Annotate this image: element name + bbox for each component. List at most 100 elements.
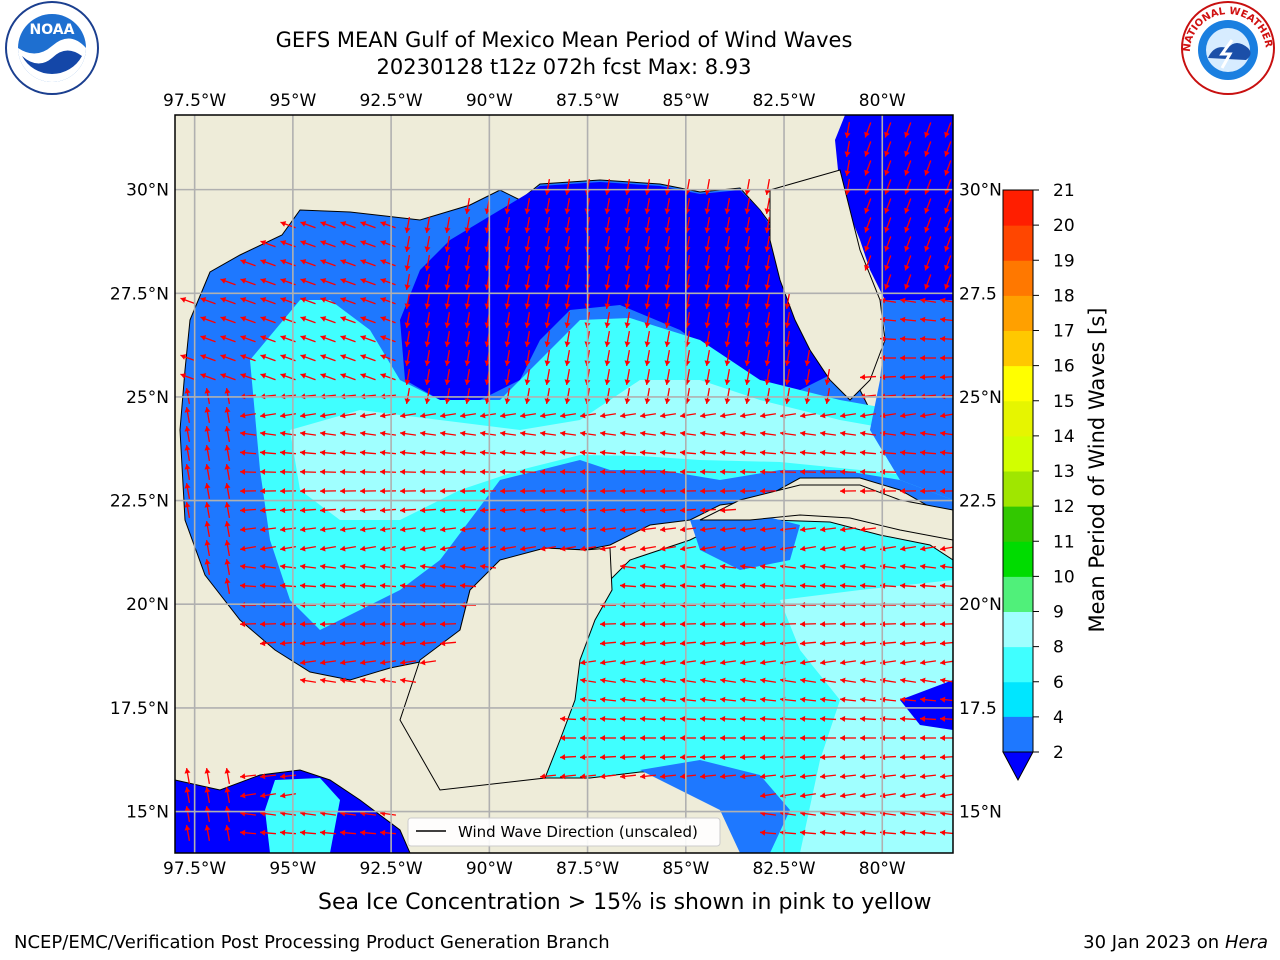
wind-arrow <box>259 640 277 647</box>
wind-arrow <box>704 350 711 366</box>
wind-arrow <box>939 297 953 304</box>
colorbar-segment <box>1003 541 1033 577</box>
wind-arrow <box>224 464 231 480</box>
wind-arrow <box>639 621 657 628</box>
wind-arrow <box>799 449 817 456</box>
wind-arrow <box>744 293 751 309</box>
chart-title-line1: GEFS MEAN Gulf of Mexico Mean Period of … <box>275 28 853 52</box>
wind-arrow <box>559 715 577 722</box>
wind-arrow <box>240 278 256 286</box>
wind-arrow <box>664 179 671 195</box>
colorbar-segment <box>1003 576 1033 612</box>
wind-arrow <box>439 621 457 628</box>
wind-arrow <box>784 350 791 366</box>
wind-arrow <box>639 563 657 570</box>
wind-arrow <box>439 468 457 475</box>
wind-arrow <box>639 715 657 722</box>
wind-arrow <box>939 829 953 836</box>
wind-arrow <box>184 787 191 803</box>
wind-arrow <box>819 754 837 761</box>
wind-arrow <box>399 640 417 647</box>
wind-arrow <box>464 312 471 328</box>
wind-arrow <box>719 563 737 570</box>
wind-arrow <box>224 540 231 556</box>
wind-arrow <box>784 331 791 347</box>
wind-arrow <box>619 621 637 628</box>
wind-arrow <box>759 792 777 799</box>
wind-arrow <box>724 255 731 271</box>
wind-arrow <box>939 563 953 570</box>
wind-arrow <box>759 715 777 722</box>
wind-arrow <box>619 488 637 495</box>
wind-arrow <box>719 582 737 589</box>
wind-arrow <box>679 773 697 780</box>
wind-arrow <box>819 715 837 722</box>
wind-arrow <box>739 773 757 780</box>
wind-arrow <box>360 240 376 248</box>
wind-arrow <box>840 545 856 552</box>
lat-label-right: 17.5 <box>959 699 997 719</box>
wind-arrow <box>224 559 231 575</box>
wind-arrow <box>260 354 276 362</box>
wind-arrow <box>619 526 637 533</box>
wind-arrow <box>200 354 216 362</box>
wind-arrow <box>539 526 557 533</box>
wind-arrow <box>499 468 517 475</box>
wind-arrow <box>224 825 231 841</box>
wind-arrow <box>924 160 932 176</box>
pacific-cyan <box>265 778 340 853</box>
wind-arrow <box>904 141 912 157</box>
wind-arrow <box>819 677 837 684</box>
wind-arrow <box>424 350 431 366</box>
wind-arrow <box>819 829 837 836</box>
wind-arrow <box>464 274 471 290</box>
wind-arrow <box>524 312 531 328</box>
wind-arrow <box>639 449 657 456</box>
lat-labels-left: 30°N 27.5°N 25°N 22.5°N 20°N 17.5°N 15°N <box>110 181 169 823</box>
wind-arrow <box>619 507 637 514</box>
wind-arrow <box>300 221 316 229</box>
wind-arrow <box>564 179 571 195</box>
wind-arrow <box>224 578 231 594</box>
wind-arrow <box>644 198 651 214</box>
wind-arrow <box>644 312 651 328</box>
wind-wave-arrows <box>180 122 953 841</box>
wind-arrow <box>479 526 497 533</box>
wind-arrow <box>644 255 651 271</box>
wind-arrow <box>360 297 376 305</box>
wind-arrow <box>504 198 511 214</box>
wind-arrow <box>744 388 751 404</box>
wind-arrow <box>604 293 611 309</box>
wind-arrow <box>919 468 937 475</box>
wind-arrow <box>439 488 457 495</box>
wind-arrow <box>759 659 777 666</box>
wind-arrow <box>760 545 776 552</box>
wind-arrow <box>764 293 771 309</box>
wind-arrow <box>439 507 457 514</box>
wind-arrow <box>239 792 257 799</box>
wind-arrow <box>899 335 917 342</box>
wind-arrow <box>679 488 697 495</box>
wind-arrow <box>859 696 877 703</box>
wind-arrow <box>724 331 731 347</box>
wind-arrow <box>299 640 317 647</box>
wind-arrow <box>184 825 191 841</box>
wind-arrow <box>380 373 396 381</box>
wind-arrow <box>224 426 231 442</box>
wind-arrow <box>340 221 356 229</box>
wind-arrow <box>319 507 337 514</box>
wind-arrow <box>944 255 952 271</box>
wind-arrow <box>259 449 277 456</box>
colorbar-tick-label: 20 <box>1053 216 1075 236</box>
wind-arrow <box>860 545 876 552</box>
wind-arrow <box>559 526 577 533</box>
wind-arrow <box>699 526 717 533</box>
wind-arrow <box>939 374 953 381</box>
wind-arrow <box>704 179 711 195</box>
wind-arrow <box>524 350 531 366</box>
wind-arrow <box>644 388 651 404</box>
wind-arrow <box>300 278 316 286</box>
wind-arrow <box>419 488 437 495</box>
wind-arrow <box>300 259 316 267</box>
wind-arrow <box>799 715 817 722</box>
